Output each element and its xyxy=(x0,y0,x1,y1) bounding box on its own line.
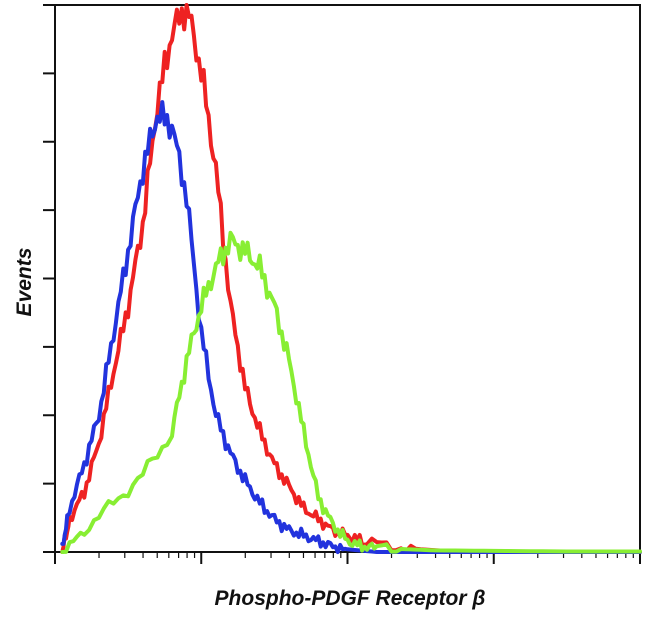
x-axis-ticks xyxy=(54,552,641,564)
y-axis-label: Events xyxy=(13,248,36,317)
x-axis-label: Phospho-PDGF Receptor β xyxy=(215,587,486,610)
series-lines xyxy=(60,3,642,554)
series-blue-line xyxy=(60,100,642,554)
y-axis-ticks xyxy=(43,4,55,553)
series-red-line xyxy=(60,3,642,554)
series-green-line xyxy=(60,230,642,554)
